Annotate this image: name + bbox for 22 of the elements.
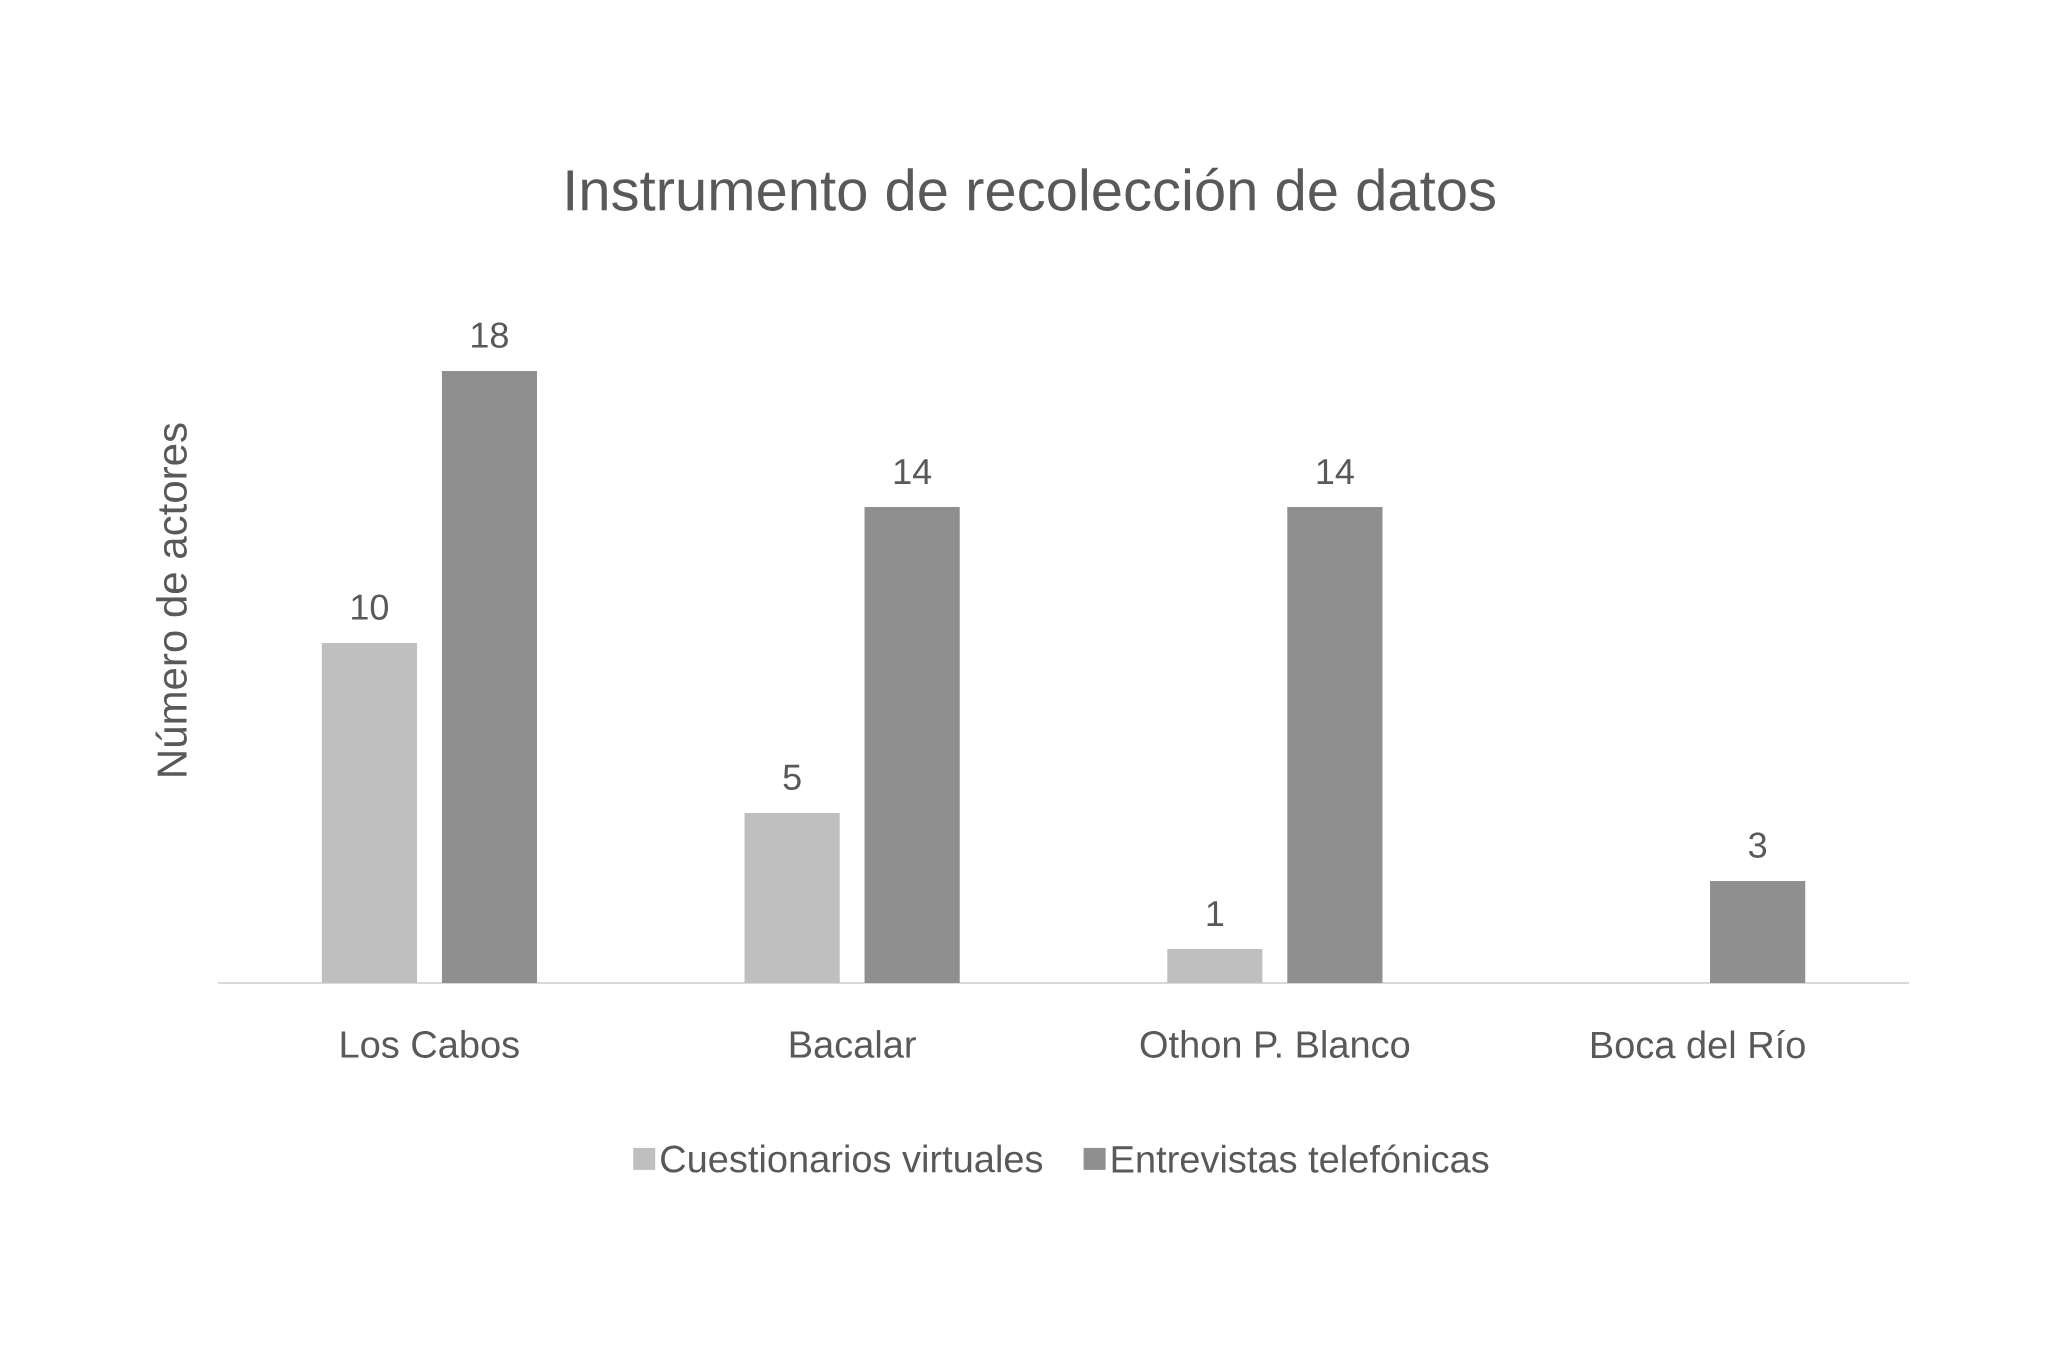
data-label: 10: [352, 594, 389, 620]
x-tick-label: Boca del Río: [1591, 1030, 1805, 1059]
data-label: 3: [1749, 832, 1767, 858]
bar: [1287, 507, 1383, 983]
legend-label: Entrevistas telefónicas: [1112, 1144, 1489, 1173]
y-axis-title: Número de actores: [155, 423, 187, 776]
data-label: 14: [894, 459, 932, 484]
bar: [1710, 880, 1806, 983]
bar: [441, 371, 537, 983]
data-label: 1: [1207, 901, 1224, 926]
data-label: 14: [1317, 459, 1354, 484]
x-tick-label: Bacalar: [790, 1030, 916, 1058]
data-label: 5: [783, 764, 801, 790]
data-label: 18: [472, 322, 508, 348]
chart-title: Instrumento de recolección de datos: [567, 167, 1495, 211]
bar: [744, 813, 840, 983]
bar: [321, 643, 417, 983]
bar: [864, 507, 960, 983]
x-tick-label: Los Cabos: [341, 1030, 519, 1058]
x-tick-label: Othon P. Blanco: [1140, 1030, 1410, 1058]
bar: [1167, 949, 1263, 983]
legend-label: Cuestionarios virtuales: [661, 1144, 1043, 1173]
